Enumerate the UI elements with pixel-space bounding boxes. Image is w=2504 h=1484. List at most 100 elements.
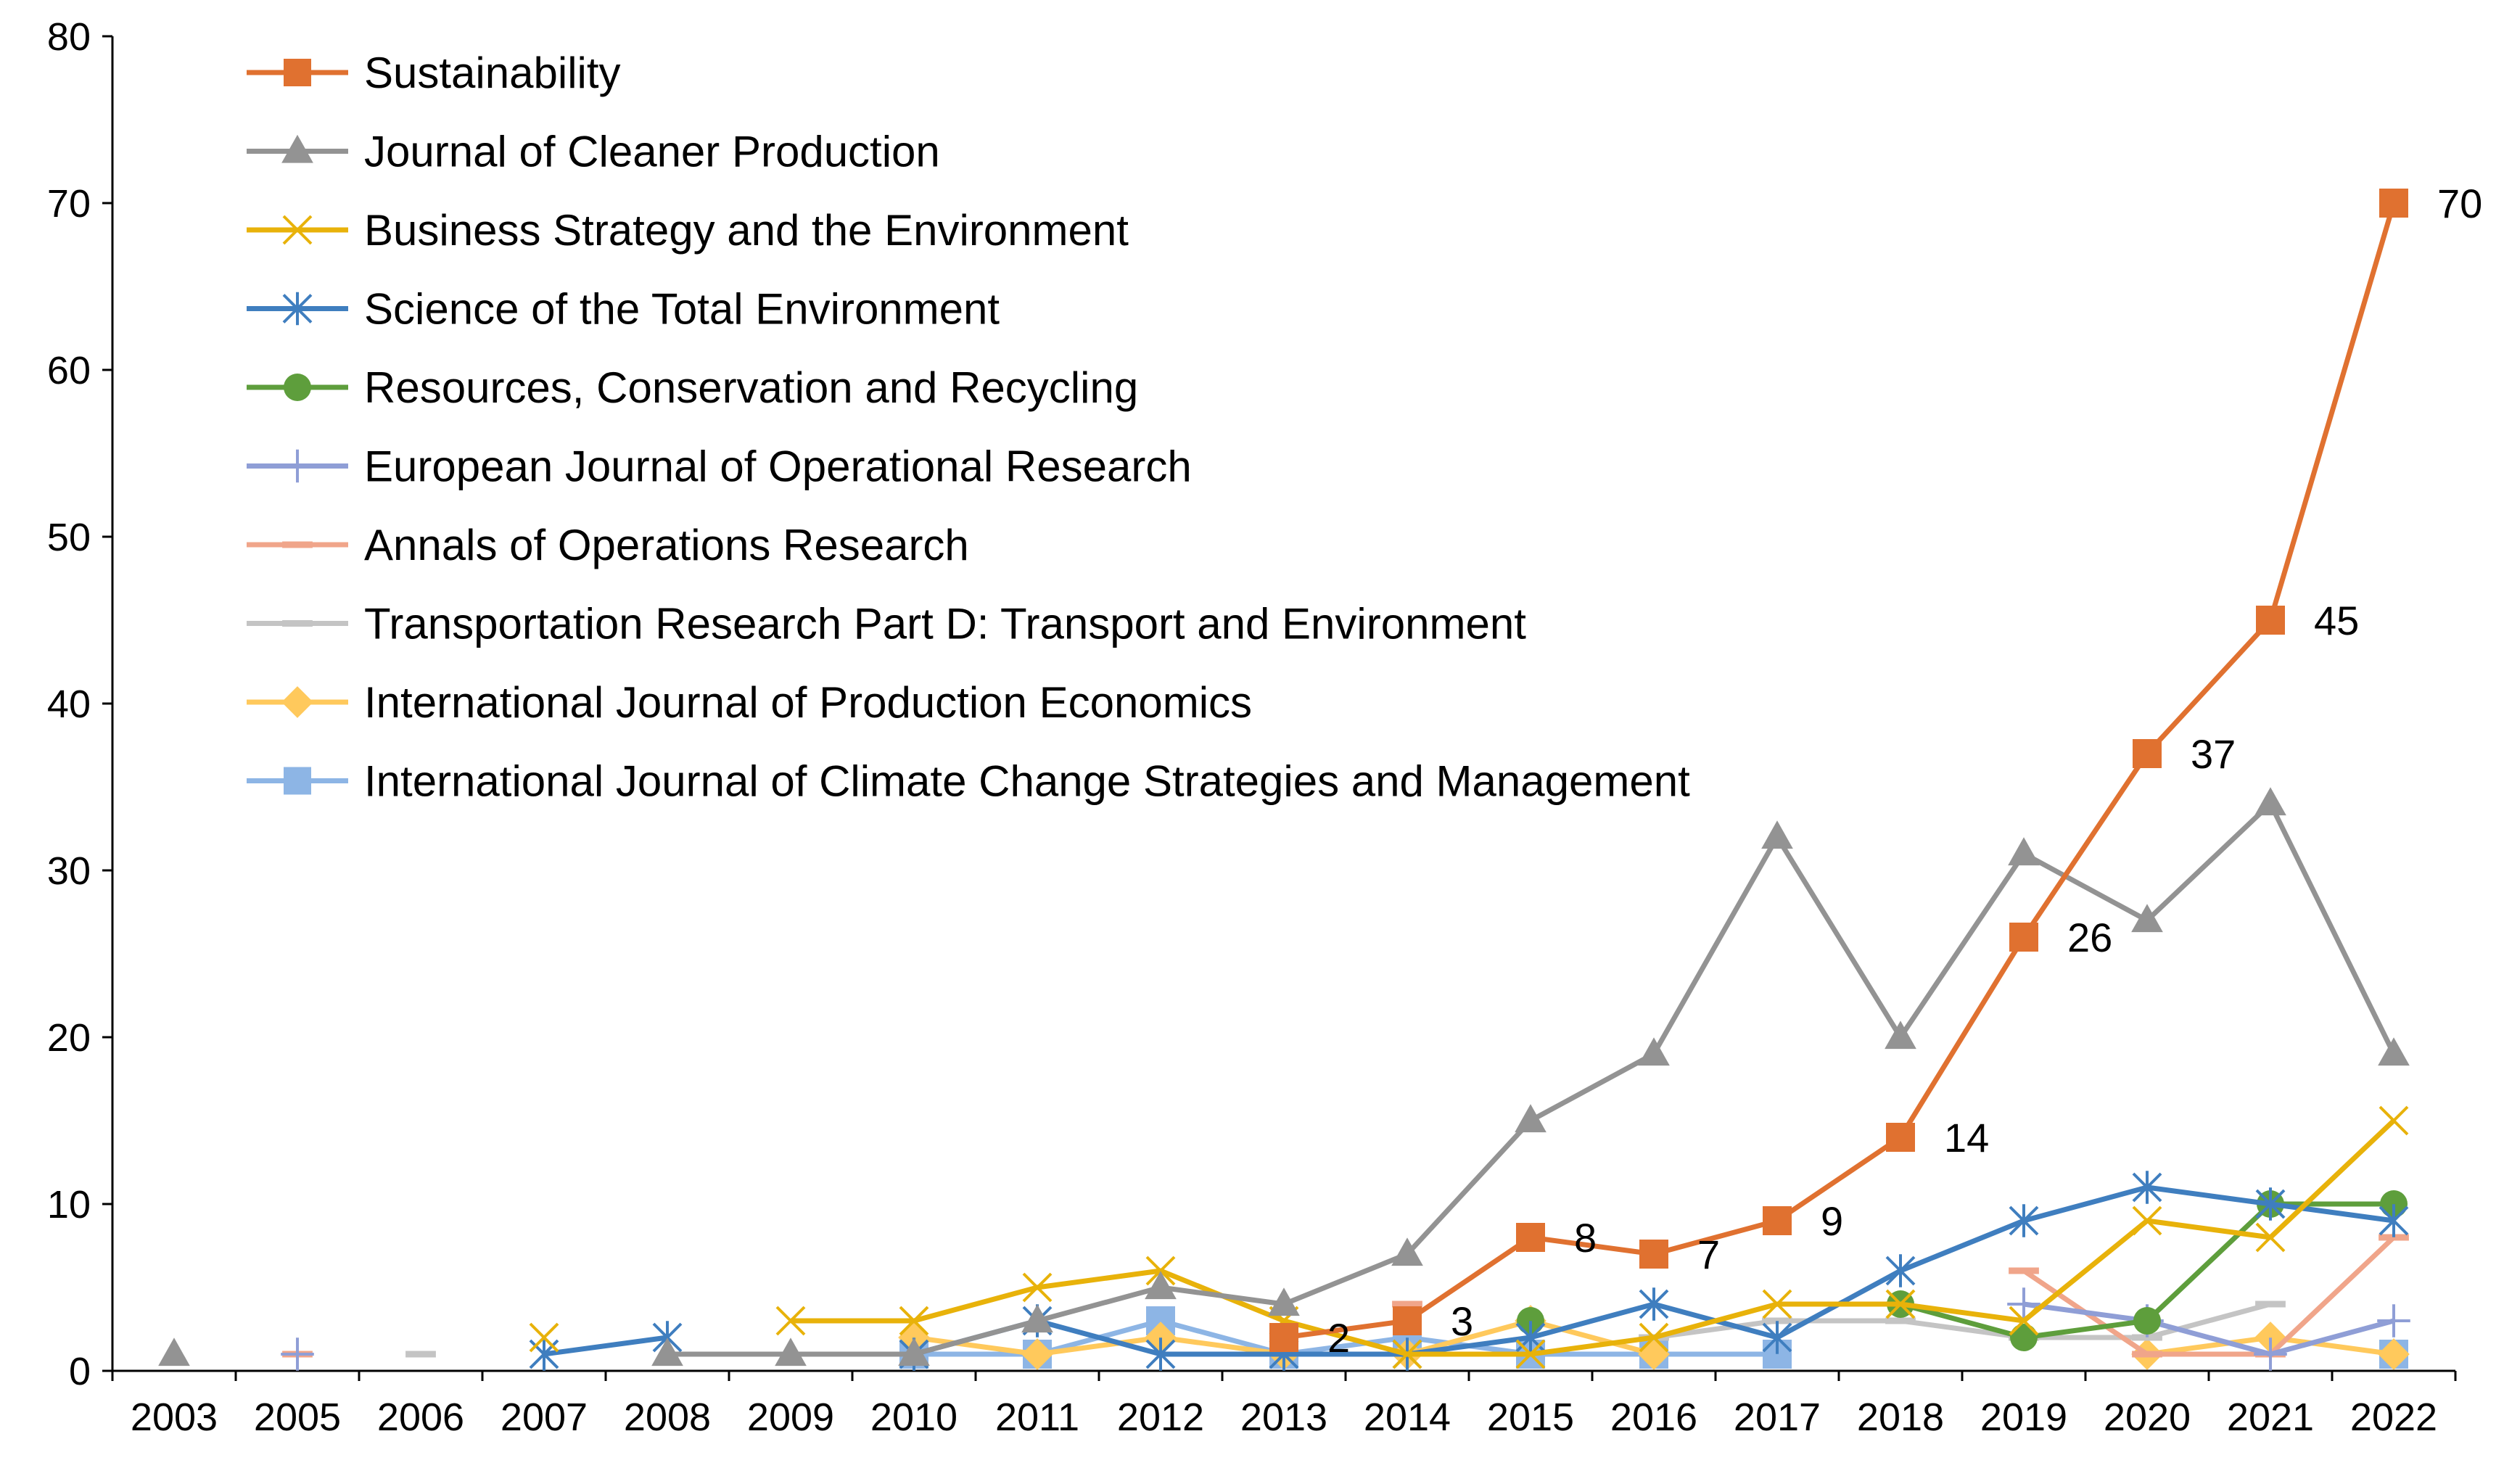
- data-point: [2379, 1105, 2409, 1136]
- x-tick-label: 2009: [747, 1396, 834, 1439]
- series-line: [2023, 1301, 2394, 1357]
- data-label: 9: [1821, 1198, 1843, 1244]
- data-point: [1762, 1289, 1792, 1319]
- data-point: [1145, 1322, 1177, 1353]
- x-tick-label: 2020: [2104, 1396, 2191, 1439]
- legend-label: Resources, Conservation and Recycling: [364, 363, 1138, 412]
- legend-label: Transportation Research Part D: Transpor…: [364, 600, 1526, 648]
- legend-swatch-marker: [281, 449, 314, 483]
- data-point: [1515, 1104, 1547, 1133]
- data-point: [2378, 1338, 2410, 1370]
- legend-label: Business Strategy and the Environment: [364, 206, 1129, 255]
- data-label: 2: [1327, 1315, 1350, 1361]
- data-point: [158, 1337, 190, 1366]
- x-tick-labels: 2003 2005 2006 2007 2008 2009 2010 2011 2012 2013…: [111, 1371, 2457, 1439]
- data-point: [1022, 1272, 1053, 1303]
- data-point: [898, 1337, 930, 1366]
- data-point: [1763, 1206, 1792, 1235]
- data-label: 26: [2067, 915, 2112, 960]
- series-line: [667, 801, 2397, 1357]
- y-tick-label: 50: [47, 516, 91, 559]
- data-point: [1885, 1254, 1916, 1287]
- legend-item: Resources, Conservation and Recycling: [247, 363, 1138, 412]
- data-point: [775, 1337, 807, 1366]
- legend-item: Science of the Total Environment: [247, 285, 1000, 334]
- series-line: [543, 1335, 668, 1357]
- legend-label: Journal of Cleaner Production: [364, 128, 940, 176]
- legend-label: International Journal of Production Econ…: [364, 678, 1252, 727]
- x-tick-label: 2008: [624, 1396, 711, 1439]
- legend-swatch-marker: [284, 374, 311, 401]
- data-point: [1638, 1338, 1670, 1370]
- data-point: [2131, 904, 2163, 933]
- data-point: [1885, 1289, 1916, 1319]
- legend-label: International Journal of Climate Change …: [364, 757, 1690, 806]
- x-tick-label: 2010: [870, 1396, 957, 1439]
- data-point: [1145, 1256, 1176, 1286]
- data-point: [1762, 1321, 1792, 1354]
- data-point: [1517, 1307, 1544, 1335]
- data-point: [1021, 1304, 1053, 1333]
- legend: Sustainability Journal of Cleaner Product…: [247, 49, 1690, 806]
- x-tick-label: 2005: [254, 1396, 341, 1439]
- data-point: [2378, 1037, 2410, 1066]
- series-1: [1269, 189, 2408, 1352]
- legend-item: Transportation Research Part D: Transpor…: [247, 600, 1526, 648]
- data-point: [1885, 1021, 1916, 1050]
- data-point: [1638, 1037, 1670, 1066]
- series-line: [791, 1118, 2396, 1357]
- data-point: [2132, 1171, 2162, 1204]
- legend-swatch-marker: [282, 292, 313, 326]
- legend-item: Annals of Operations Research: [247, 521, 969, 569]
- series-line: [914, 1318, 1777, 1357]
- data-point: [2255, 1222, 2286, 1253]
- data-point: [2254, 1322, 2286, 1353]
- x-tick-label: 2011: [995, 1396, 1079, 1439]
- data-point: [2133, 739, 2162, 768]
- data-point: [1639, 1240, 1668, 1269]
- data-point: [1761, 820, 1793, 849]
- data-point: [1515, 1339, 1546, 1369]
- x-tick-label: 2018: [1857, 1396, 1944, 1439]
- data-point: [2010, 1324, 2038, 1351]
- x-tick-label: 2013: [1240, 1396, 1327, 1439]
- legend-label: Annals of Operations Research: [364, 521, 969, 569]
- x-tick-label: 2003: [131, 1396, 218, 1439]
- data-point: [1393, 1306, 1422, 1335]
- legend-item: Business Strategy and the Environment: [247, 206, 1129, 255]
- y-tick-label: 60: [47, 349, 91, 392]
- series-line: [1653, 1301, 2271, 1340]
- series-layer: [158, 189, 2410, 1371]
- data-label: 70: [2437, 181, 2482, 226]
- data-label: 37: [2191, 731, 2236, 777]
- series-3: [529, 1105, 2409, 1369]
- x-tick-label: 2022: [2350, 1396, 2437, 1439]
- data-point: [1145, 1337, 1176, 1371]
- data-point: [1021, 1338, 1053, 1370]
- legend-label: Sustainability: [364, 49, 621, 97]
- data-point: [1639, 1322, 1669, 1353]
- data-point: [2008, 837, 2040, 866]
- series-2: [158, 787, 2410, 1366]
- data-point: [2132, 1205, 2162, 1236]
- x-tick-label: 2014: [1364, 1396, 1451, 1439]
- data-point: [2009, 1306, 2039, 1336]
- x-tick-label: 2006: [377, 1396, 464, 1439]
- data-label: 45: [2314, 598, 2359, 643]
- legend-item: International Journal of Climate Change …: [247, 757, 1690, 806]
- data-point: [775, 1306, 806, 1336]
- data-point: [1886, 1123, 1915, 1152]
- legend-label: European Journal of Operational Research: [364, 442, 1192, 491]
- data-point: [2009, 923, 2038, 952]
- x-tick-label: 2016: [1610, 1396, 1697, 1439]
- x-tick-label: 2012: [1117, 1396, 1204, 1439]
- legend-swatch-marker: [284, 59, 311, 86]
- data-point: [529, 1322, 559, 1353]
- legend-swatch-marker: [282, 215, 313, 245]
- data-point: [1392, 1339, 1422, 1369]
- legend-item: International Journal of Production Econ…: [247, 678, 1252, 727]
- series-6: [281, 1287, 2410, 1371]
- data-point: [2255, 1187, 2286, 1221]
- data-point: [2254, 1337, 2287, 1371]
- y-tick-label: 70: [47, 182, 91, 226]
